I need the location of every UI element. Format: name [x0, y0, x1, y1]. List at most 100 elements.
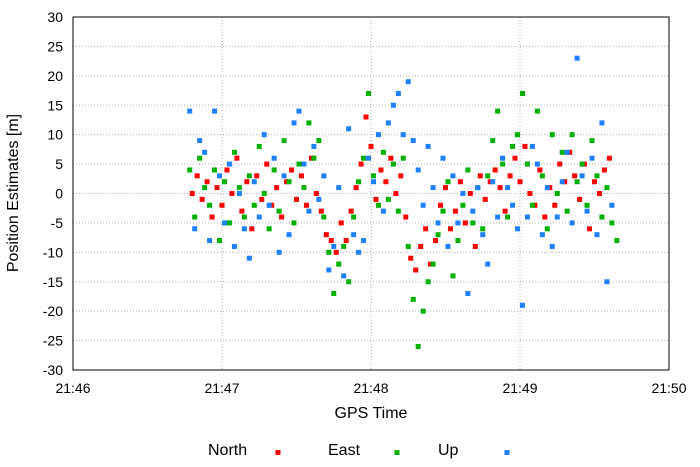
data-point	[219, 202, 225, 208]
legend-marker	[275, 450, 281, 455]
data-point	[534, 108, 540, 114]
data-point	[435, 220, 441, 226]
data-point	[601, 167, 607, 173]
data-point	[197, 155, 203, 161]
legend-label: Up	[438, 442, 459, 459]
data-point	[482, 196, 488, 202]
data-point	[405, 79, 411, 85]
data-point	[577, 196, 583, 202]
data-point	[388, 155, 394, 161]
x-tick-label: 21:47	[204, 380, 239, 396]
data-point	[443, 185, 448, 191]
data-point	[331, 291, 337, 297]
data-point	[224, 167, 230, 173]
x-tick-label: 21:46	[55, 380, 90, 396]
legend-label: East	[328, 442, 361, 459]
data-point	[306, 208, 312, 214]
data-point	[236, 191, 242, 196]
data-point	[348, 208, 354, 214]
data-point	[301, 185, 307, 191]
data-point	[410, 296, 416, 302]
data-point	[336, 261, 342, 267]
data-point	[217, 238, 223, 244]
data-point	[418, 243, 424, 249]
x-tick-label: 21:50	[651, 380, 686, 396]
data-point	[274, 185, 280, 191]
data-point	[303, 202, 309, 208]
y-tick-label: 30	[47, 9, 63, 25]
data-point	[599, 120, 605, 126]
data-point	[599, 214, 605, 220]
data-point	[296, 161, 302, 167]
data-point	[279, 214, 285, 220]
data-point	[356, 249, 362, 255]
data-point	[455, 220, 461, 226]
data-point	[604, 185, 610, 191]
data-point	[594, 232, 600, 238]
data-point	[298, 173, 304, 179]
data-point	[276, 249, 282, 255]
data-point	[301, 161, 307, 167]
legend-marker	[504, 450, 510, 455]
data-point	[572, 173, 578, 179]
data-point	[207, 238, 213, 244]
data-point	[316, 196, 322, 202]
data-point	[202, 185, 208, 191]
data-point	[522, 143, 528, 149]
data-point	[515, 226, 521, 232]
data-point	[549, 243, 555, 249]
data-point	[306, 120, 312, 126]
data-point	[480, 226, 486, 232]
data-point	[403, 214, 409, 220]
data-point	[187, 108, 193, 114]
data-point	[445, 179, 451, 185]
data-point	[326, 267, 332, 273]
data-point	[338, 220, 344, 226]
y-tick-label: 20	[47, 68, 63, 84]
data-point	[291, 120, 297, 126]
data-point	[413, 267, 419, 273]
data-point	[564, 208, 570, 214]
data-point	[286, 232, 292, 238]
data-point	[465, 167, 471, 173]
data-point	[505, 214, 511, 220]
data-points	[187, 55, 620, 349]
data-point	[589, 155, 595, 161]
data-point	[385, 196, 391, 202]
data-point	[587, 226, 593, 232]
data-point	[410, 138, 416, 144]
data-point	[323, 232, 329, 238]
data-point	[328, 238, 334, 244]
data-point	[346, 279, 352, 285]
data-point	[204, 179, 210, 185]
data-point	[266, 202, 272, 208]
data-point	[529, 143, 535, 149]
data-point	[485, 173, 491, 179]
data-point	[343, 238, 349, 244]
data-point	[261, 132, 267, 138]
data-point	[420, 202, 426, 208]
data-point	[445, 243, 451, 249]
data-point	[438, 202, 444, 208]
data-point	[207, 202, 213, 208]
data-point	[375, 202, 381, 208]
data-point	[472, 243, 478, 249]
data-point	[194, 173, 200, 179]
data-point	[214, 185, 220, 191]
data-point	[395, 208, 401, 214]
y-tick-label: -30	[43, 362, 63, 378]
data-point	[361, 238, 367, 244]
data-point	[231, 149, 237, 155]
data-point	[336, 185, 342, 191]
data-point	[554, 214, 560, 220]
data-point	[341, 273, 347, 279]
data-point	[495, 214, 501, 220]
data-point	[435, 232, 441, 238]
legend: North East Up	[208, 442, 510, 459]
data-point	[261, 191, 267, 196]
x-tick-label: 21:49	[502, 380, 537, 396]
data-point	[524, 214, 530, 220]
data-point	[202, 149, 208, 155]
